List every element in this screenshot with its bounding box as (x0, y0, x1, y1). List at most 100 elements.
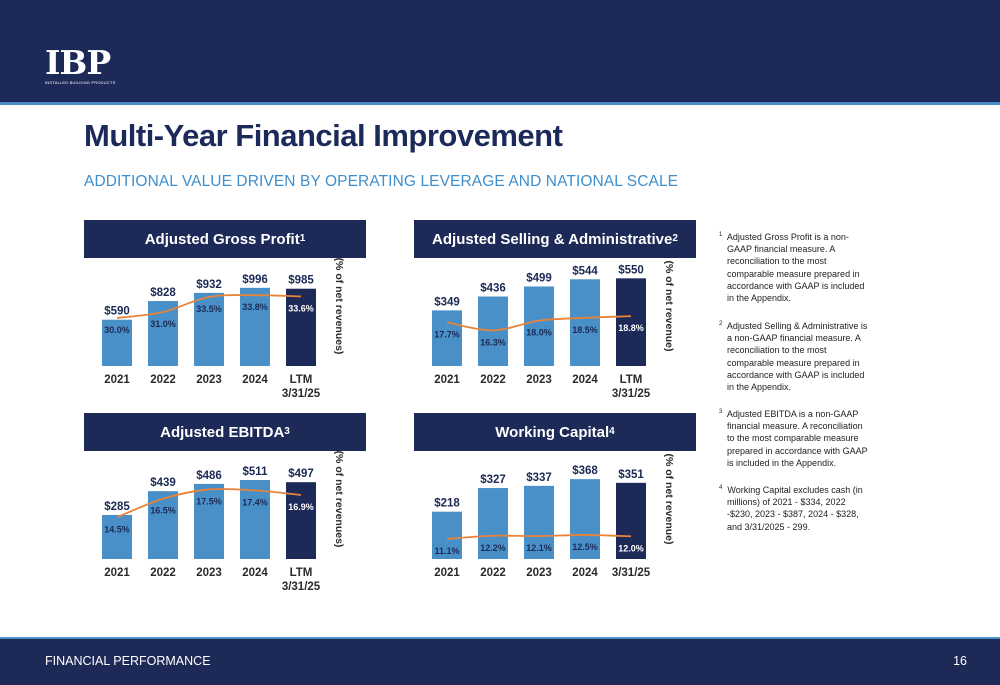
ebitda-category-label-1: 2022 (150, 567, 176, 579)
working-capital-title: Working Capital (495, 423, 610, 441)
logo-subtext: INSTALLED BUILDING PRODUCTS (45, 80, 116, 85)
page-number: 16 (953, 654, 967, 668)
gross-profit-chart: $590 $828 $932 $996 $985 30.0% 31.0% 33.5% 33.8%… (102, 258, 345, 400)
selling-admin-category-label-0: 2021 (434, 374, 460, 386)
working-capital-percent-label-4: 12.0% (618, 543, 644, 553)
selling-admin-bar-3 (570, 279, 600, 366)
selling-admin-title: Adjusted Selling & Administrative (432, 230, 673, 248)
gross-profit-percent-axis-label: (% of net revenues) (333, 258, 345, 355)
selling-admin-header: Adjusted Selling & Administrative 2 (414, 220, 696, 258)
selling-admin-percent-line (446, 315, 632, 332)
working-capital-category-label-1: 2022 (480, 567, 506, 579)
footer-accent-line (0, 637, 1000, 639)
ebitda-percent-axis-label: (% of net revenues) (333, 451, 345, 548)
footnote-2-text: Adjusted Selling & Administrative is a n… (726, 321, 868, 393)
ebitda-percent-label-3: 17.4% (242, 497, 268, 507)
selling-admin-value-label-0: $349 (434, 296, 460, 308)
gross-profit-bar-2 (194, 292, 224, 366)
selling-admin-category-label-4: LTM 3/31/25 (612, 374, 651, 400)
footnote-4-number: 4 (719, 485, 723, 491)
working-capital-value-label-1: $327 (480, 474, 506, 486)
selling-admin-category-label-1: 2022 (480, 374, 506, 386)
ebitda-category-label-3: 2024 (242, 567, 268, 579)
ebitda-percent-label-0: 14.5% (104, 524, 130, 534)
ebitda-bar-0 (102, 514, 132, 559)
selling-admin-chart: $349 $436 $499 $544 $550 17.7% 16.3% 18.0% 18.5%… (432, 260, 675, 400)
working-capital-bar-2 (524, 485, 554, 559)
working-capital-value-label-2: $337 (526, 472, 552, 484)
gross-profit-bar-3 (240, 287, 270, 366)
gross-profit-percent-label-0: 30.0% (104, 325, 130, 335)
gross-profit-value-label-1: $828 (150, 287, 176, 299)
ebitda-bar-2 (194, 483, 224, 559)
gross-profit-percent-label-4: 33.6% (288, 303, 314, 313)
working-capital-bar-3 (570, 479, 600, 559)
working-capital-category-label-0: 2021 (434, 567, 460, 579)
gross-profit-category-label-4: LTM 3/31/25 (282, 374, 321, 400)
working-capital-bar-1 (478, 488, 508, 559)
gross-profit-title: Adjusted Gross Profit (144, 230, 300, 248)
working-capital-category-label-4: 3/31/25 (612, 567, 651, 579)
top-banner (0, 0, 1000, 102)
ebitda-category-label-2: 2023 (196, 567, 222, 579)
gross-profit-value-label-4: $985 (288, 275, 314, 287)
footnote-1-text: Adjusted Gross Profit is a non-GAAP fina… (726, 232, 865, 304)
ebitda-category-label-0: 2021 (104, 567, 130, 579)
ebitda-bar-3 (240, 480, 270, 559)
gross-profit-category-label-1: 2022 (150, 374, 176, 386)
working-capital-value-label-4: $351 (618, 469, 644, 481)
working-capital-category-label-3: 2024 (572, 567, 598, 579)
selling-admin-bar-2 (524, 286, 554, 366)
working-capital-chart: $218 $327 $337 $368 $351 11.1% 12.2% 12.1% 12.5%… (432, 453, 675, 579)
company-logo: IBP INSTALLED BUILDING PRODUCTS (45, 46, 115, 86)
gross-profit-value-label-2: $932 (196, 279, 222, 291)
ebitda-percent-label-4: 16.9% (288, 502, 314, 512)
ebitda-percent-label-2: 17.5% (196, 496, 222, 506)
logo-mark: IBP (45, 43, 111, 82)
footer-banner (0, 637, 1000, 685)
footnote-3: 3 Adjusted EBITDA is a non-GAAP financia… (719, 406, 869, 469)
footnote-2-number: 2 (719, 321, 723, 327)
gross-profit-bar-1 (148, 301, 178, 366)
selling-admin-percent-axis-label: (% of net revenue) (663, 260, 675, 351)
working-capital-percent-label-1: 12.2% (480, 543, 506, 553)
working-capital-bar-0 (432, 511, 462, 559)
selling-admin-percent-label-0: 17.7% (434, 329, 460, 339)
ebitda-value-label-2: $486 (196, 470, 222, 482)
gross-profit-category-label-0: 2021 (104, 374, 130, 386)
selling-admin-percent-label-3: 18.5% (572, 325, 598, 335)
gross-profit-bar-0 (102, 319, 132, 366)
working-capital-percent-line (446, 534, 632, 540)
ebitda-title: Adjusted EBITDA (160, 423, 285, 441)
selling-admin-value-label-1: $436 (480, 283, 506, 295)
gross-profit-percent-line (116, 294, 302, 319)
top-accent-line (0, 102, 1000, 105)
footer-section-label: FINANCIAL PERFORMANCE (45, 654, 211, 668)
ebitda-value-label-1: $439 (150, 477, 176, 489)
selling-admin-category-label-2: 2023 (526, 374, 552, 386)
gross-profit-value-label-0: $590 (104, 306, 130, 318)
working-capital-percent-label-2: 12.1% (526, 543, 552, 553)
footnote-3-text: Adjusted EBITDA is a non-GAAP financial … (726, 409, 868, 468)
page-title: Multi-Year Financial Improvement (84, 118, 563, 153)
gross-profit-percent-label-3: 33.8% (242, 302, 268, 312)
working-capital-percent-label-0: 11.1% (434, 546, 459, 556)
ebitda-category-label-4: LTM 3/31/25 (282, 567, 321, 593)
working-capital-percent-axis-label: (% of net revenue) (663, 453, 675, 544)
working-capital-category-label-2: 2023 (526, 567, 552, 579)
ebitda-value-label-4: $497 (288, 468, 314, 480)
ebitda-chart: $285 $439 $486 $511 $497 14.5% 16.5% 17.5% 17.4%… (102, 451, 345, 593)
ebitda-bar-1 (148, 491, 178, 559)
gross-profit-category-label-3: 2024 (242, 374, 268, 386)
selling-admin-bar-4 (616, 278, 646, 366)
gross-profit-header: Adjusted Gross Profit 1 (84, 220, 366, 258)
working-capital-header: Working Capital 4 (414, 413, 696, 451)
gross-profit-value-label-3: $996 (242, 274, 268, 286)
gross-profit-category-label-2: 2023 (196, 374, 222, 386)
ebitda-header: Adjusted EBITDA 3 (84, 413, 366, 451)
footnote-1-number: 1 (719, 232, 723, 238)
footnote-4: 4 Working Capital excludes cash (in mill… (719, 482, 869, 533)
selling-admin-percent-label-2: 18.0% (526, 328, 552, 338)
footnote-4-text: Working Capital excludes cash (in millio… (727, 485, 863, 532)
selling-admin-bar-1 (478, 296, 508, 366)
